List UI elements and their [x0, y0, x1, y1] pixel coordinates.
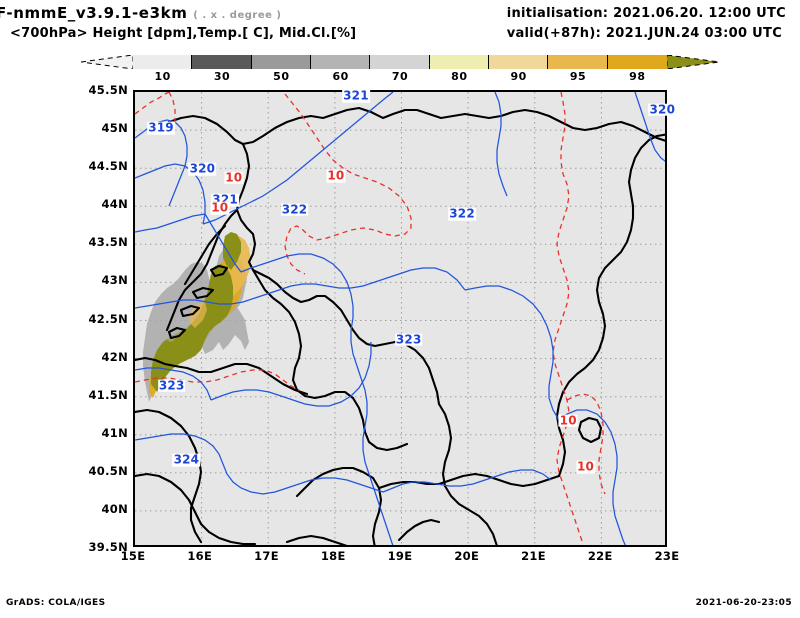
x-axis-tick-label: 21E [521, 549, 546, 563]
model-title-line: F-nmmE_v3.9.1-e3km ( . x . degree ) [0, 4, 430, 22]
y-axis-tick-label: 41.5N [88, 387, 128, 402]
map-canvas [135, 92, 665, 545]
contour-label: 322 [280, 202, 309, 217]
mid-cloud-shading [143, 232, 251, 402]
colorbar-tick-label: 80 [451, 70, 468, 83]
colorbar-tick-label: 10 [154, 70, 171, 83]
valid-time: valid(+87h): 2021.JUN.24 03:00 UTC [506, 26, 783, 41]
contour-label: 323 [157, 378, 186, 393]
colorbar-segment [548, 55, 608, 69]
contour-label: 321 [342, 88, 370, 103]
temperature-contours [135, 92, 606, 545]
x-axis-tick-label: 23E [654, 549, 680, 563]
colorbar-strip [133, 55, 667, 69]
colorbar-tick-label: 60 [332, 70, 349, 83]
colorbar-segment [370, 55, 430, 69]
map-plot-area [133, 90, 667, 547]
colorbar-over-triangle [667, 55, 719, 69]
colorbar-tick-label: 98 [629, 70, 646, 83]
x-axis-tick-label: 18E [320, 549, 346, 563]
generation-stamp: 2021-06-20-23:05 [695, 598, 792, 608]
header-left: F-nmmE_v3.9.1-e3km ( . x . degree ) <700… [0, 4, 430, 41]
colorbar-segment [310, 55, 371, 69]
y-axis-tick-label: 42N [101, 349, 128, 364]
colorbar-tick-label: 50 [273, 70, 290, 83]
colorbar: 10 30 50 60 70 80 90 95 98 [81, 55, 719, 87]
colorbar-segment [192, 55, 252, 69]
y-axis-tick-label: 42.5N [88, 311, 128, 326]
contour-label: 319 [147, 120, 175, 135]
contour-label: 324 [172, 452, 201, 467]
map-gridlines [135, 92, 665, 545]
x-axis-tick-label: 17E [254, 549, 279, 563]
colorbar-tick-label: 95 [569, 70, 587, 83]
y-axis-tick-label: 40N [101, 501, 128, 516]
colorbar-under-triangle [81, 55, 133, 69]
model-title: F-nmmE_v3.9.1-e3km [0, 4, 188, 22]
x-axis-tick-label: 19E [387, 549, 413, 563]
colorbar-tick-label: 90 [510, 70, 527, 83]
colorbar-tick-labels: 10 30 50 60 70 80 90 95 98 [133, 70, 667, 86]
grid-note: ( . x . degree ) [193, 10, 282, 21]
x-axis-tick-label: 16E [187, 549, 213, 563]
y-axis-tick-label: 45N [101, 121, 128, 136]
y-axis-tick-label: 41N [101, 425, 128, 440]
colorbar-segment [133, 55, 193, 69]
y-axis-tick-label: 43.5N [88, 235, 128, 250]
colorbar-tick-label: 30 [213, 70, 231, 83]
contour-label: 322 [448, 206, 476, 221]
initialisation-time: initialisation: 2021.06.20. 12:00 UTC [506, 6, 786, 21]
contour-label: 10 [210, 200, 230, 215]
header-right: initialisation: 2021.06.20. 12:00 UTC va… [507, 6, 786, 41]
x-axis-tick-label: 22E [587, 549, 613, 563]
grads-credit: GrADS: COLA/IGES [6, 598, 106, 608]
contour-label: 320 [648, 102, 677, 117]
contour-label: 320 [188, 161, 217, 176]
contour-label: 10 [224, 170, 244, 185]
y-axis-tick-label: 40.5N [88, 463, 128, 478]
contour-label: 323 [394, 332, 423, 347]
map-coastlines-borders [135, 106, 665, 545]
y-axis-tick-label: 39.5N [88, 540, 128, 554]
colorbar-tick-label: 70 [391, 70, 409, 83]
contour-label: 10 [558, 413, 578, 428]
colorbar-segment [251, 55, 311, 69]
height-contours [135, 92, 665, 545]
contour-label: 10 [326, 168, 346, 183]
colorbar-segment [488, 55, 549, 69]
y-axis-tick-label: 44.5N [88, 159, 128, 174]
colorbar-segment [429, 55, 489, 69]
y-axis-tick-label: 45.5N [88, 83, 128, 97]
y-axis-tick-label: 44N [101, 197, 128, 212]
field-title: <700hPa> Height [dpm],Temp.[ C], Mid.Cl.… [10, 26, 357, 41]
x-axis-tick-label: 15E [120, 549, 146, 563]
colorbar-segment [607, 55, 667, 69]
contour-label: 10 [576, 459, 596, 474]
y-axis-tick-label: 43N [101, 273, 128, 288]
x-axis-tick-label: 20E [454, 549, 480, 563]
